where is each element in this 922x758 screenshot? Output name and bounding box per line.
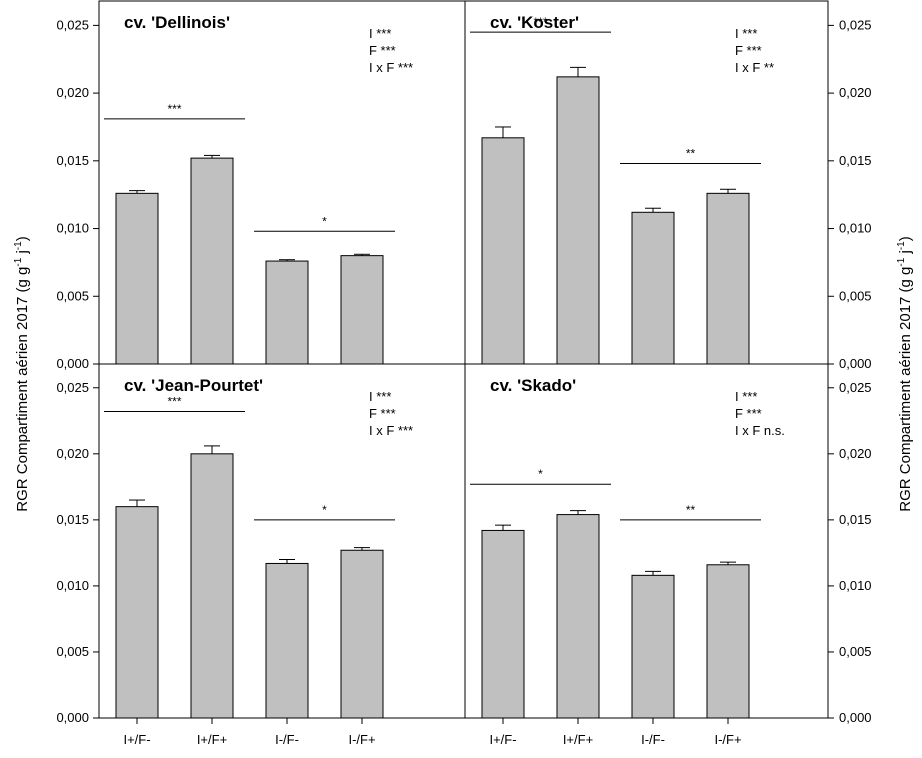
y-tick-label-right: 0,000 <box>839 356 872 371</box>
bar <box>340 255 384 365</box>
bar <box>631 574 675 719</box>
panel-title: cv. 'Dellinois' <box>124 13 230 32</box>
y-tick-label-right: 0,015 <box>839 512 872 527</box>
y-tick-label-right: 0,020 <box>839 446 872 461</box>
comparison-label: ** <box>686 147 696 161</box>
comparison-label: *** <box>167 102 181 116</box>
x-category-label: I-/F+ <box>348 732 375 747</box>
y-tick-label-right: 0,005 <box>839 288 872 303</box>
bar <box>115 192 159 365</box>
panel-title: cv. 'Koster' <box>490 13 579 32</box>
comparison-label: * <box>538 467 543 481</box>
bar <box>556 76 600 365</box>
y-tick-label-right: 0,010 <box>839 221 872 236</box>
stat-line: I x F *** <box>369 60 413 75</box>
stat-line: I x F *** <box>369 423 413 438</box>
x-category-label: I+/F- <box>123 732 150 747</box>
y-tick-label-right: 0,015 <box>839 153 872 168</box>
stat-line: F *** <box>735 43 762 58</box>
panel-title: cv. 'Jean-Pourtet' <box>124 376 263 395</box>
x-category-label: I-/F- <box>275 732 299 747</box>
plot-frame <box>98 0 829 719</box>
y-tick-label-left: 0,010 <box>56 578 89 593</box>
bar <box>706 192 750 365</box>
x-category-label: I+/F+ <box>197 732 227 747</box>
y-tick-label-right: 0,000 <box>839 710 872 725</box>
comparison-label: *** <box>167 395 181 409</box>
x-category-label: I-/F- <box>641 732 665 747</box>
comparison-label: * <box>322 503 327 517</box>
y-tick-label-right: 0,010 <box>839 578 872 593</box>
y-tick-label-left: 0,015 <box>56 512 89 527</box>
bar <box>190 453 234 719</box>
bar <box>556 514 600 719</box>
comparison-label: * <box>322 214 327 228</box>
y-tick-label-left: 0,005 <box>56 288 89 303</box>
stat-line: F *** <box>369 406 396 421</box>
bar <box>340 549 384 719</box>
y-tick-label-left: 0,020 <box>56 446 89 461</box>
stat-line: F *** <box>369 43 396 58</box>
x-category-label: I-/F+ <box>714 732 741 747</box>
bar <box>706 564 750 719</box>
panel-title: cv. 'Skado' <box>490 376 576 395</box>
bar <box>265 260 309 365</box>
y-tick-label-left: 0,025 <box>56 380 89 395</box>
x-category-label: I+/F+ <box>563 732 593 747</box>
stat-line: I x F ** <box>735 60 774 75</box>
stat-line: I *** <box>369 389 391 404</box>
stat-line: F *** <box>735 406 762 421</box>
y-axis-label-right: RGR Compartiment aérien 2017 (g g-1 j-1) <box>896 236 914 511</box>
bar <box>190 157 234 365</box>
comparison-label: *** <box>533 15 547 29</box>
y-tick-label-right: 0,025 <box>839 380 872 395</box>
y-tick-label-left: 0,015 <box>56 153 89 168</box>
y-tick-label-left: 0,000 <box>56 356 89 371</box>
y-tick-label-left: 0,005 <box>56 644 89 659</box>
y-tick-label-left: 0,010 <box>56 221 89 236</box>
bar <box>115 506 159 719</box>
stat-line: I *** <box>369 26 391 41</box>
y-tick-label-left: 0,020 <box>56 85 89 100</box>
bar <box>481 529 525 719</box>
y-tick-label-right: 0,005 <box>839 644 872 659</box>
y-tick-label-left: 0,025 <box>56 17 89 32</box>
stat-line: I x F n.s. <box>735 423 785 438</box>
y-axis-label-left: RGR Compartiment aérien 2017 (g g-1 j-1) <box>13 236 31 511</box>
stat-line: I *** <box>735 389 757 404</box>
bar <box>631 211 675 365</box>
bar <box>265 562 309 719</box>
stat-line: I *** <box>735 26 757 41</box>
bar <box>481 137 525 365</box>
x-category-label: I+/F- <box>489 732 516 747</box>
y-tick-label-right: 0,025 <box>839 17 872 32</box>
y-tick-label-left: 0,000 <box>56 710 89 725</box>
comparison-label: ** <box>686 503 696 517</box>
y-tick-label-right: 0,020 <box>839 85 872 100</box>
